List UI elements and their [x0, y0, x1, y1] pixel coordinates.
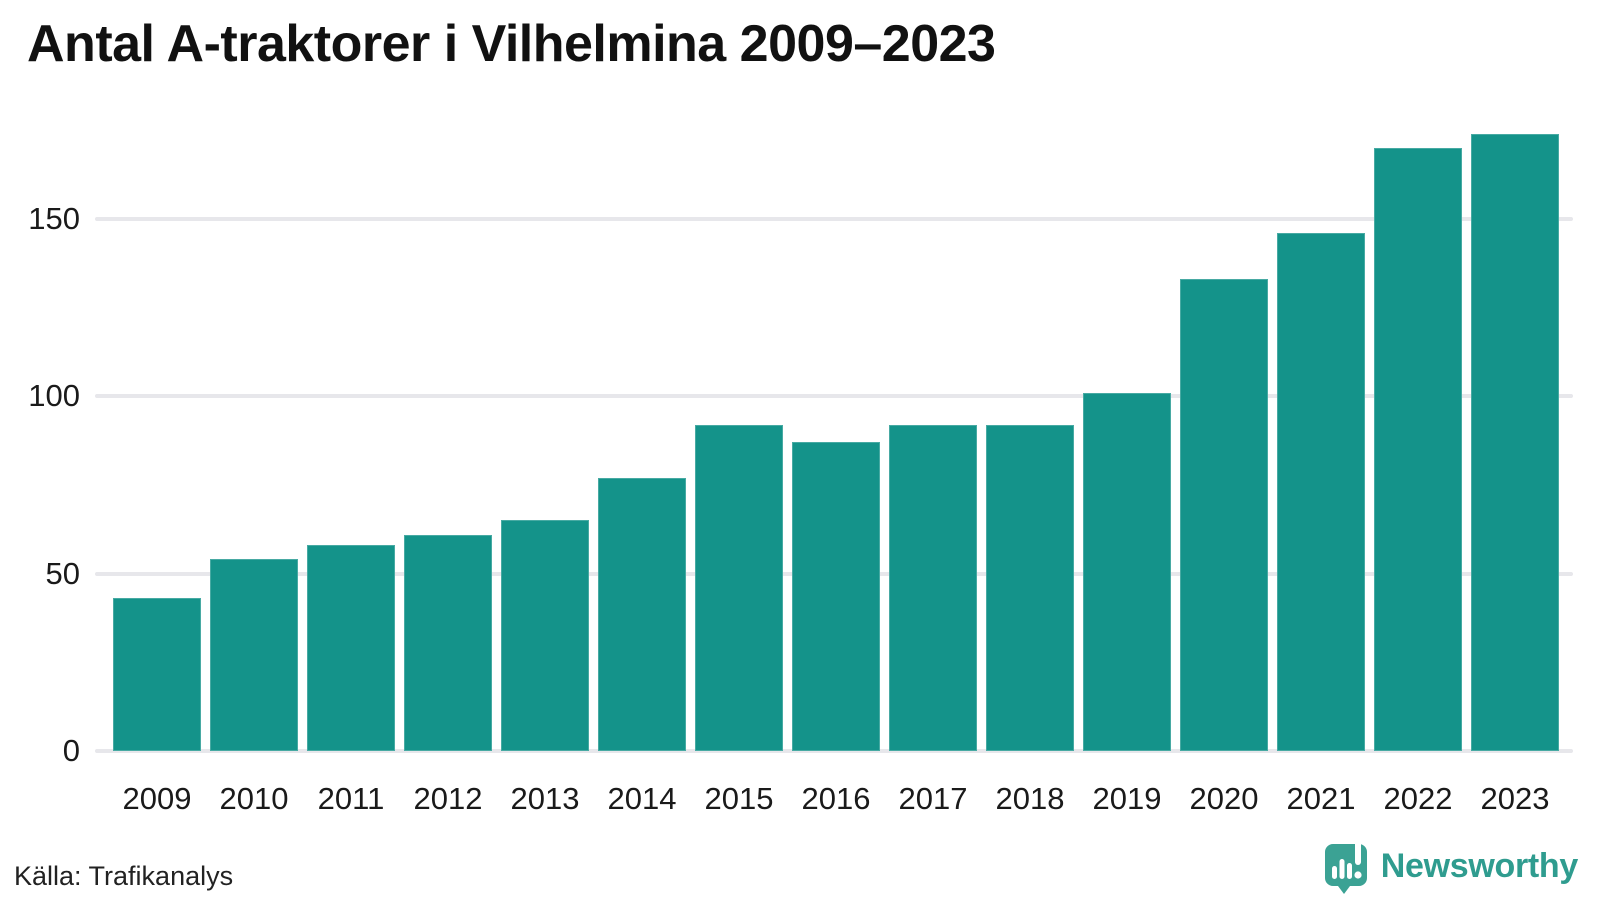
- bar-2017: [889, 425, 977, 751]
- brand-logo: Newsworthy: [1324, 838, 1578, 894]
- bar-2013: [501, 520, 589, 751]
- x-tick-2011: 2011: [317, 781, 385, 816]
- bar-2021: [1277, 233, 1365, 751]
- x-tick-2020: 2020: [1189, 781, 1259, 816]
- bar-2023: [1471, 134, 1559, 751]
- x-axis-tick-labels: 2009 2010 2011 2012 2013 2014 2015 2016 2017 2018…: [113, 781, 1559, 817]
- newsworthy-chart-bubble-icon: [1324, 838, 1368, 894]
- x-tick-2017: 2017: [898, 781, 968, 816]
- source-caption: Källa: Trafikanalys: [14, 861, 234, 891]
- bar-2012: [404, 535, 492, 751]
- x-tick-2021: 2021: [1286, 781, 1356, 816]
- gridline-0: [95, 749, 1573, 753]
- x-tick-2023: 2023: [1480, 781, 1550, 816]
- x-tick-2012: 2012: [413, 781, 483, 816]
- gridline-150: [95, 217, 1573, 221]
- gridline-100: [95, 394, 1573, 399]
- bar-series: [113, 129, 1559, 751]
- bar-2018: [986, 425, 1074, 751]
- x-tick-2016: 2016: [801, 781, 871, 816]
- x-tick-2010: 2010: [219, 781, 289, 816]
- x-tick-2018: 2018: [995, 781, 1065, 816]
- bar-2022: [1374, 148, 1462, 751]
- x-tick-2022: 2022: [1383, 781, 1453, 816]
- chart-title: Antal A-traktorer i Vilhelmina 2009–2023: [27, 15, 996, 73]
- bar-2020: [1180, 279, 1268, 751]
- y-tick-50: 50: [45, 555, 80, 591]
- x-tick-2009: 2009: [122, 781, 192, 816]
- bar-chart: [95, 129, 1573, 753]
- bar-2014: [598, 478, 686, 751]
- bar-2011: [307, 545, 395, 751]
- y-tick-100: 100: [28, 378, 80, 414]
- x-tick-2015: 2015: [704, 781, 774, 816]
- x-tick-2019: 2019: [1092, 781, 1162, 816]
- x-tick-2014: 2014: [607, 781, 677, 816]
- y-tick-150: 150: [28, 200, 80, 236]
- bar-2010: [210, 559, 298, 751]
- bar-2019: [1083, 393, 1171, 751]
- y-tick-0: 0: [62, 733, 80, 768]
- bar-2015: [695, 425, 783, 751]
- brand-name: Newsworthy: [1380, 846, 1579, 885]
- bar-2016: [792, 442, 880, 751]
- bar-2009: [113, 598, 201, 751]
- x-tick-2013: 2013: [510, 781, 580, 816]
